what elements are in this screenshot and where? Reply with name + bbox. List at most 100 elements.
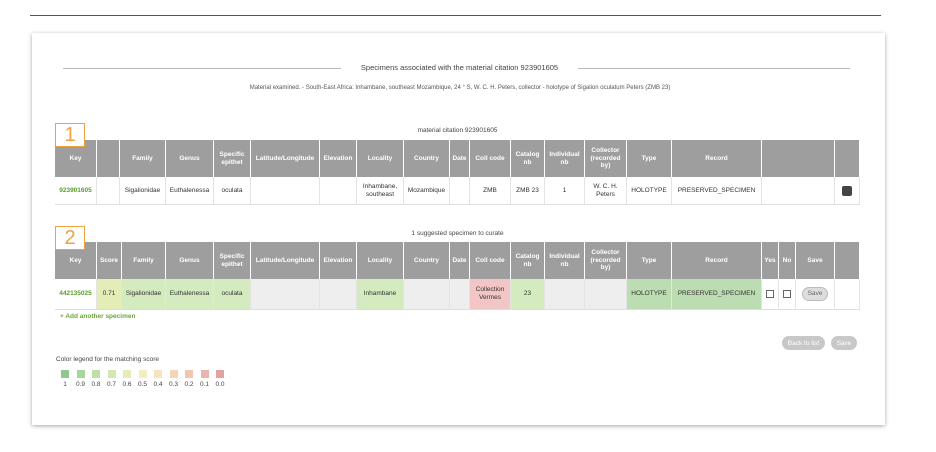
cell — [404, 279, 450, 310]
header-cell: Type — [627, 242, 672, 279]
header-cell: Locality — [357, 140, 404, 177]
checkbox[interactable] — [766, 290, 774, 298]
header-cell: Record — [672, 140, 762, 177]
legend-label: 0.4 — [153, 381, 163, 388]
header-cell: Catalog nb — [511, 242, 545, 279]
header-cell — [762, 140, 835, 177]
legend-swatch — [107, 370, 116, 378]
legend-label: 0.2 — [184, 381, 194, 388]
cell: PRESERVED_SPECIMEN — [672, 279, 762, 310]
legend-swatch — [200, 370, 209, 378]
cell: Sigalionidae — [122, 279, 166, 310]
legend-title: Color legend for the matching score — [56, 356, 159, 363]
header-cell — [97, 140, 120, 177]
cell: Euthalenessa — [166, 279, 214, 310]
legend-label: 0.7 — [106, 381, 117, 388]
caption: 1 suggested specimen to curate — [411, 230, 504, 237]
add-link[interactable]: + Add another specimen — [60, 313, 136, 320]
cell: HOLOTYPE — [627, 177, 672, 205]
header-cell: Elevation — [320, 140, 357, 177]
rule — [63, 68, 341, 69]
cell — [835, 177, 860, 205]
legend-swatch — [92, 370, 100, 378]
header-cell: Record — [672, 242, 762, 279]
legend-label: 0.9 — [75, 381, 86, 388]
save-row-button[interactable]: Save — [802, 287, 828, 301]
header-cell: Country — [404, 140, 450, 177]
header-cell: Family — [122, 242, 166, 279]
header-cell: Date — [450, 242, 470, 279]
cell — [320, 279, 357, 310]
header-cell: Yes — [762, 242, 779, 279]
legend-label: 0.5 — [137, 381, 148, 388]
cell — [450, 177, 470, 205]
cell: PRESERVED_SPECIMEN — [672, 177, 762, 205]
header-cell: Collector (recorded by) — [585, 140, 627, 177]
badge: 2 — [55, 226, 85, 250]
cell: 442135025 — [55, 279, 97, 310]
cell — [762, 279, 779, 310]
cell: 1 — [545, 177, 585, 205]
cell: HOLOTYPE — [627, 279, 672, 310]
cell — [450, 279, 470, 310]
cell: Inhambane, southeast — [357, 177, 404, 205]
cell: oculata — [214, 279, 251, 310]
cell — [585, 279, 627, 310]
header-cell: Date — [450, 140, 470, 177]
header-cell: Genus — [166, 140, 214, 177]
legend-label: 1 — [63, 381, 67, 388]
cell: Collection Vermes — [470, 279, 511, 310]
legend-swatch — [216, 370, 224, 378]
badge: 1 — [55, 123, 85, 147]
legend-label: 0.6 — [122, 381, 132, 388]
top-rule — [30, 15, 881, 16]
cell: Mozambique — [404, 177, 450, 205]
cell: 923901605 — [55, 177, 97, 205]
legend-label: 0.8 — [91, 381, 101, 388]
subtitle: Material examined. - South-East Africa: … — [249, 85, 671, 91]
cell: Inhambane — [357, 279, 404, 310]
legend-label: 0.0 — [215, 381, 225, 388]
cell: ZMB 23 — [511, 177, 545, 205]
header-cell: Genus — [166, 242, 214, 279]
header-cell: Specific epithet — [214, 140, 251, 177]
header-cell: Coll code — [470, 140, 511, 177]
header-cell — [835, 242, 860, 279]
legend-label: 0.1 — [199, 381, 210, 388]
header-cell: Latitude/Longitude — [251, 242, 320, 279]
back-button[interactable]: Back to list — [782, 336, 825, 350]
legend-swatch — [154, 370, 162, 378]
header-cell: Family — [120, 140, 166, 177]
legend-swatch — [185, 370, 193, 378]
cell: 23 — [511, 279, 545, 310]
header-cell: Save — [796, 242, 835, 279]
caption: material citation 923901605 — [417, 127, 498, 134]
header-cell — [835, 140, 860, 177]
cell: Sigalionidae — [120, 177, 166, 205]
cell — [835, 279, 860, 310]
save-button[interactable]: Save — [831, 336, 857, 350]
cell — [251, 177, 320, 205]
cell — [762, 177, 835, 205]
legend-swatch — [123, 370, 131, 378]
header-cell: Country — [404, 242, 450, 279]
cell: Euthalenessa — [166, 177, 214, 205]
cell: oculata — [214, 177, 251, 205]
cell: Save — [796, 279, 835, 310]
checkbox[interactable] — [783, 290, 791, 298]
header-cell: Collector (recorded by) — [585, 242, 627, 279]
header-cell: Score — [97, 242, 122, 279]
legend-swatch — [138, 370, 147, 378]
cell — [251, 279, 320, 310]
expand-icon[interactable] — [842, 185, 852, 196]
header-cell: No — [779, 242, 796, 279]
title: Specimens associated with the material c… — [360, 63, 559, 72]
cell: ZMB — [470, 177, 511, 205]
legend-swatch — [76, 370, 85, 378]
cell: W. C. H. Peters — [585, 177, 627, 205]
legend-label: 0.3 — [168, 381, 179, 388]
cell: 0.71 — [97, 279, 122, 310]
header-cell: Locality — [357, 242, 404, 279]
header-cell: Coll code — [470, 242, 511, 279]
